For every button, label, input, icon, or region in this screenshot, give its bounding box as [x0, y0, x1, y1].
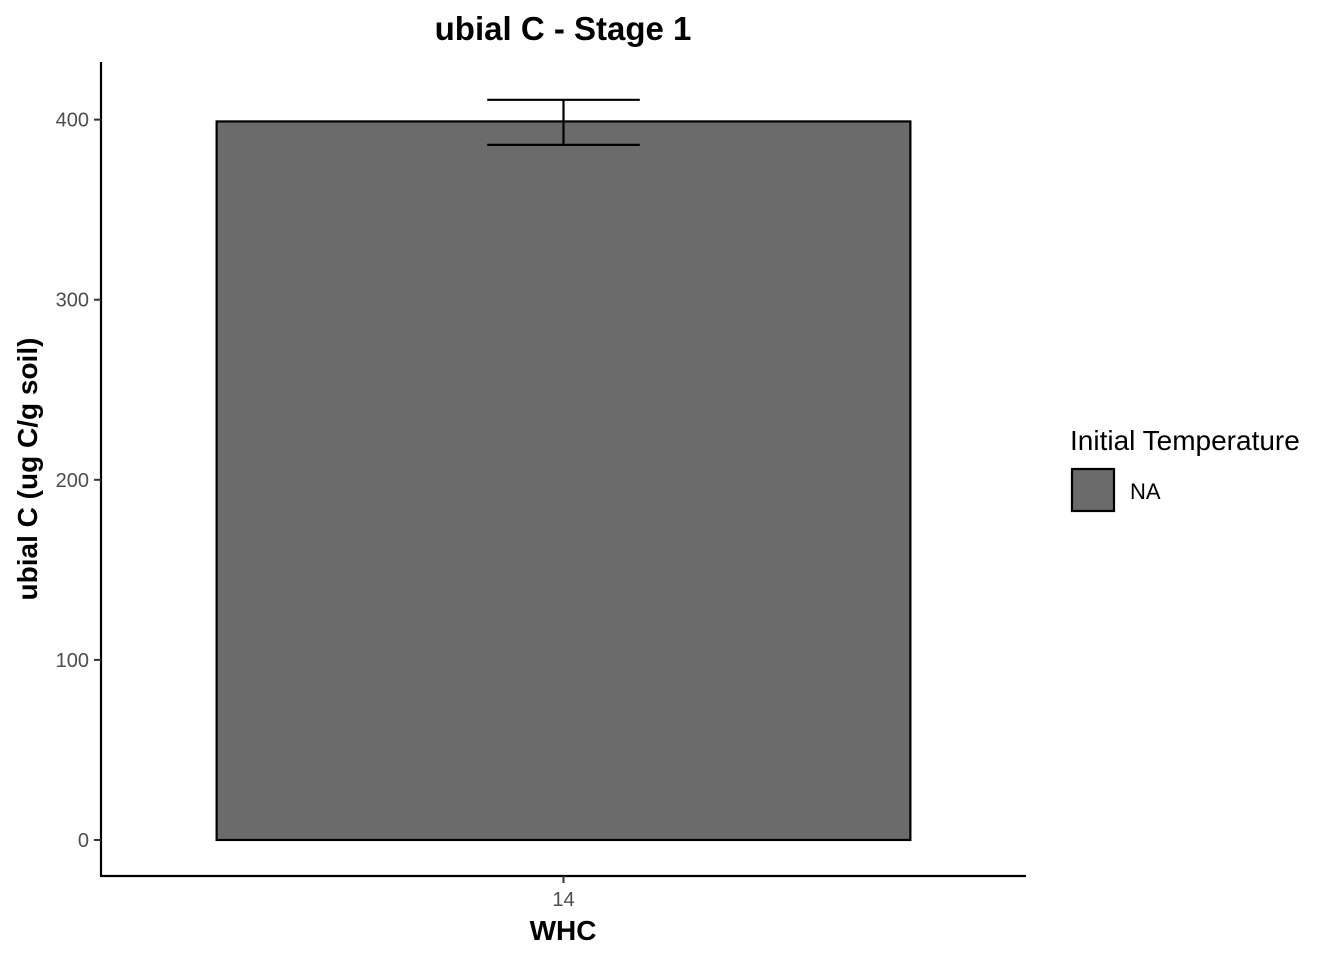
bar [215, 120, 912, 842]
y-tick-label: 400 [56, 110, 89, 132]
bars-layer [215, 120, 912, 842]
error-bars-layer [487, 98, 640, 146]
y-tick-label: 0 [78, 830, 89, 852]
legend-label: NA [1130, 479, 1161, 504]
x-tick-label: 14 [552, 889, 574, 911]
chart-title: ubial C - Stage 1 [435, 10, 692, 47]
y-axis-title: ubial C (ug C/g soil) [12, 338, 43, 601]
x-ticks-layer: 14 [552, 876, 575, 911]
legend-title: Initial Temperature [1070, 425, 1300, 456]
y-tick-label: 100 [56, 650, 89, 672]
legend: Initial Temperature NA [1070, 425, 1300, 513]
y-ticks-layer: 0 100 200 300 400 [56, 110, 101, 852]
y-tick-label: 300 [56, 290, 89, 312]
y-tick-label: 200 [56, 470, 89, 492]
x-axis-title: WHC [530, 915, 597, 946]
legend-swatch [1070, 467, 1116, 513]
